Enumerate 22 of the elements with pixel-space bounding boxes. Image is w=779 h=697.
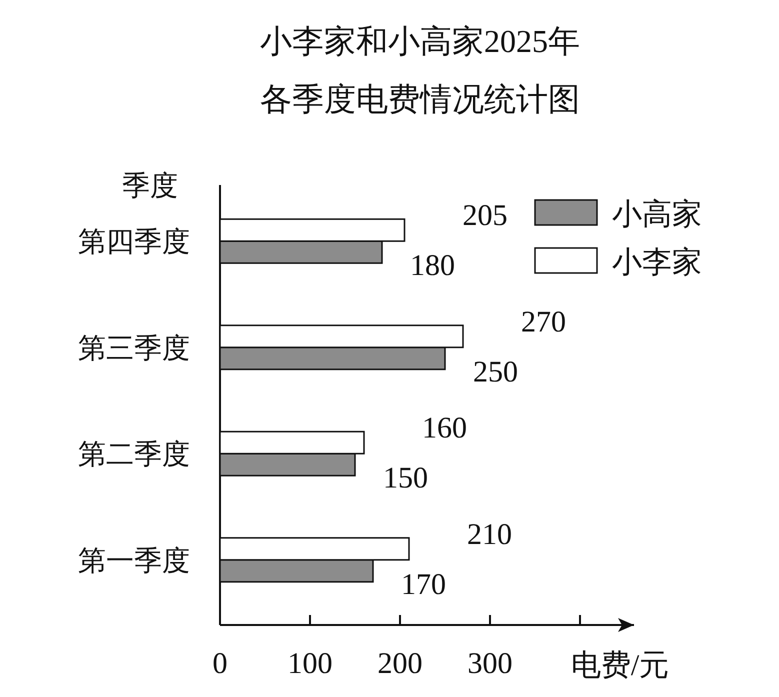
- x-tick-label: 300: [468, 647, 512, 680]
- data-label: 180: [410, 249, 455, 282]
- x-tick-label: 100: [288, 647, 332, 680]
- data-label: 170: [401, 568, 446, 601]
- y-axis-title: 季度: [122, 171, 178, 202]
- x-tick-label: 0: [212, 647, 228, 680]
- chart-subtitle: 各季度电费情况统计图: [260, 81, 580, 117]
- data-label: 270: [521, 305, 566, 338]
- data-label: 210: [467, 518, 512, 551]
- y-tick-label: 第四季度: [78, 227, 190, 258]
- x-axis-title: 电费/元: [570, 649, 670, 682]
- data-label: 150: [383, 462, 428, 495]
- legend-label: 小高家: [612, 198, 702, 231]
- y-tick-label: 第三季度: [78, 333, 190, 364]
- y-tick-label: 第二季度: [78, 440, 190, 471]
- chart-title: 小李家和小高家2025年: [260, 23, 580, 59]
- legend-label: 小李家: [612, 246, 702, 279]
- y-tick-label: 第一季度: [78, 546, 190, 577]
- data-label: 250: [473, 355, 518, 388]
- x-tick-label: 200: [378, 647, 422, 680]
- data-label: 160: [422, 412, 467, 445]
- data-label: 205: [462, 199, 508, 232]
